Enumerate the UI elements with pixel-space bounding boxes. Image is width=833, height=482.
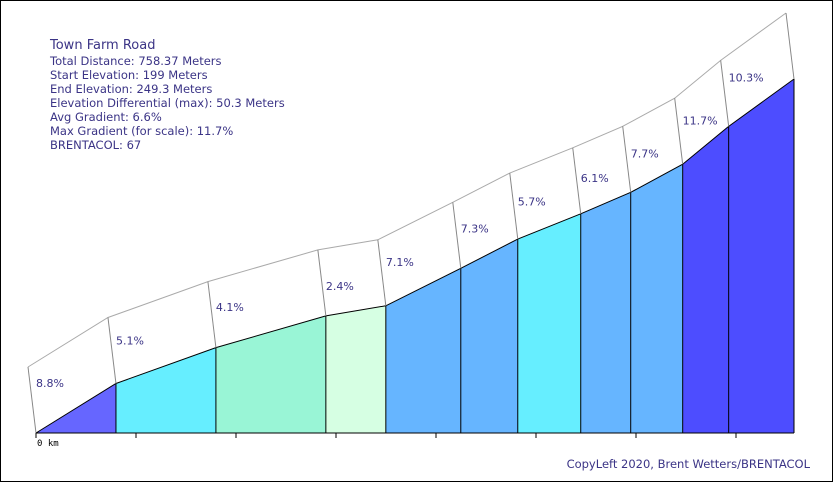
label-band-edge — [720, 60, 730, 127]
label-band-edge — [377, 239, 387, 306]
brentacol-score: BRENTACOL: 67 — [50, 138, 142, 152]
gradient-segment — [580, 192, 631, 433]
gradient-label: 5.1% — [116, 335, 144, 348]
gradient-segment — [385, 268, 461, 433]
gradient-label: 6.1% — [581, 172, 609, 185]
start-elevation: Start Elevation: 199 Meters — [50, 68, 208, 82]
label-band-edge — [622, 126, 632, 193]
gradient-label: 2.4% — [326, 280, 354, 293]
gradient-segment — [728, 79, 794, 433]
gradient-label: 8.8% — [36, 377, 64, 390]
profile-line — [35, 78, 795, 434]
gradient-label: 4.1% — [216, 301, 244, 314]
label-band-edge — [317, 249, 327, 316]
route-title: Town Farm Road — [50, 38, 156, 53]
gradient-segment — [682, 126, 729, 433]
elevation-differential: Elevation Differential (max): 50.3 Meter… — [50, 96, 285, 110]
gradient-segment — [115, 347, 216, 433]
label-band-edge — [207, 281, 217, 348]
label-band-edge — [27, 366, 37, 434]
label-band-edge — [509, 173, 519, 240]
gradient-segment — [630, 164, 683, 434]
gradient-label: 10.3% — [729, 72, 764, 85]
end-elevation: End Elevation: 249.3 Meters — [50, 82, 213, 96]
total-distance: Total Distance: 758.37 Meters — [50, 54, 222, 68]
gradient-label: 7.1% — [386, 256, 414, 269]
gradient-segment — [325, 305, 386, 433]
label-band-edge — [572, 147, 582, 214]
label-band-edge — [107, 317, 117, 384]
label-band-top — [27, 12, 787, 368]
gradient-segment — [215, 315, 326, 433]
copyleft-note: CopyLeft 2020, Brent Wetters/BRENTACOL — [566, 457, 810, 471]
gradient-label: 11.7% — [683, 114, 718, 127]
label-band-edge — [452, 202, 462, 269]
gradient-label: 7.7% — [631, 147, 659, 160]
gradient-segment — [460, 239, 518, 433]
x-tick-label: 0 km — [37, 439, 59, 449]
gradient-label: 7.3% — [461, 223, 489, 236]
route-info-panel: Town Farm Road Total Distance: 758.37 Me… — [50, 38, 285, 152]
label-band-edge — [785, 12, 795, 80]
avg-gradient: Avg Gradient: 6.6% — [50, 110, 162, 124]
gradient-segment — [517, 213, 581, 433]
max-gradient: Max Gradient (for scale): 11.7% — [50, 124, 234, 138]
gradient-label: 5.7% — [518, 195, 546, 208]
label-band-edge — [674, 98, 684, 165]
